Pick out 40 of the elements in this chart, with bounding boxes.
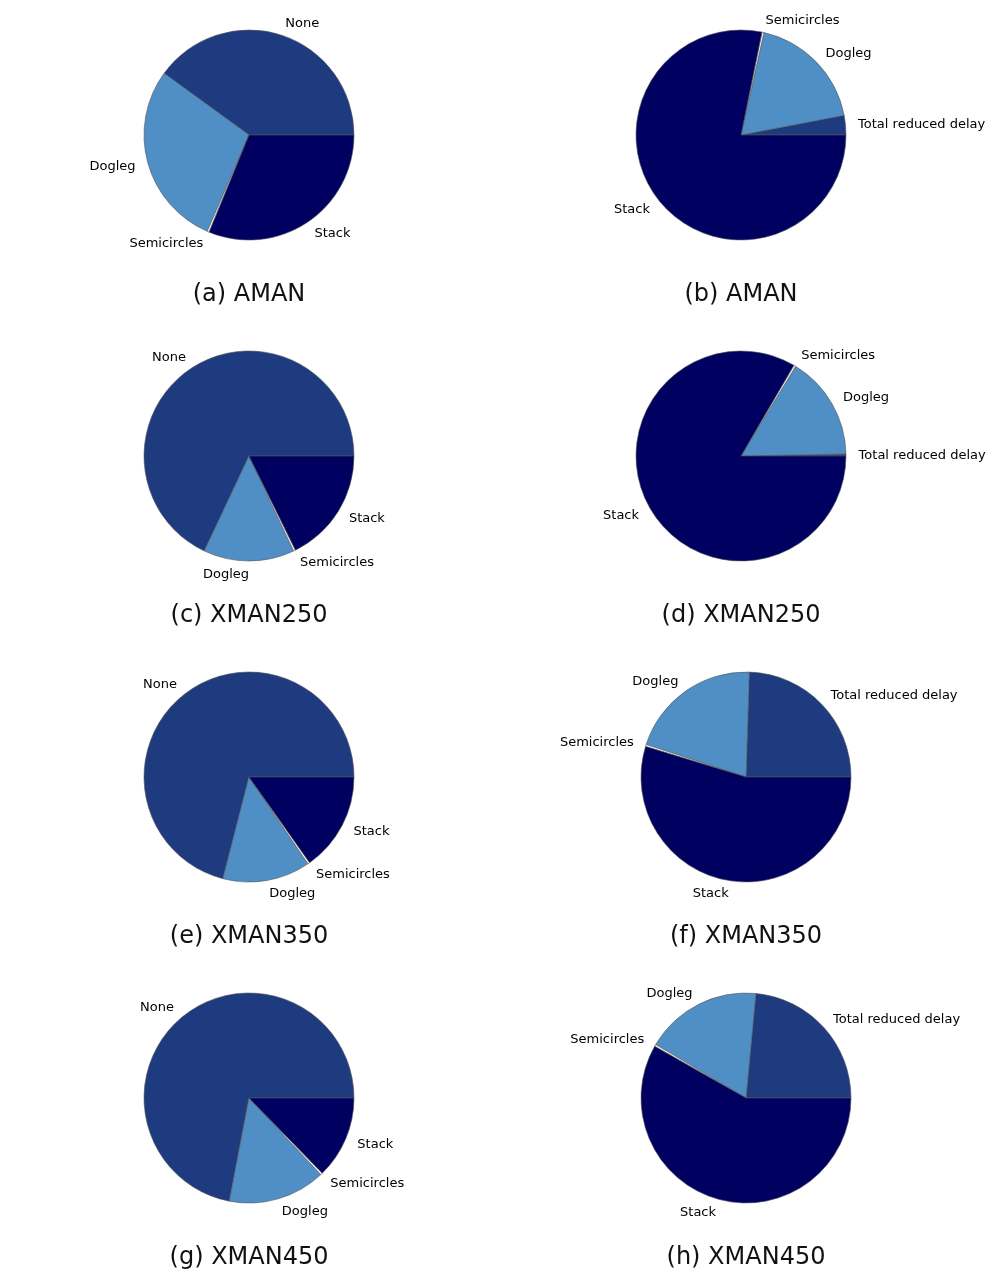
slice-label: Semicircles — [128, 235, 204, 251]
slice-label: Semicircles — [299, 553, 374, 569]
slice-label: None — [284, 15, 319, 31]
slice-label: Total reduced delay — [831, 1010, 960, 1026]
slice-label: Semicircles — [569, 1031, 644, 1047]
text: (d) XMAN250 — [661, 600, 820, 628]
slice-label: Stack — [602, 506, 639, 522]
slice-label: None — [151, 348, 186, 364]
slice-label: Dogleg — [646, 985, 693, 1001]
slice-label: Semicircles — [329, 1174, 404, 1190]
slice-label: Stack — [313, 224, 351, 240]
slice-label: Stack — [348, 510, 385, 526]
slice-label: Stack — [352, 823, 390, 839]
text: (a) AMAN — [192, 279, 305, 307]
slice-label: Total reduced delay — [857, 446, 986, 462]
text: (e) XMAN350 — [169, 921, 328, 949]
slice-label: Dogleg — [824, 45, 872, 61]
text: (f) XMAN350 — [669, 921, 822, 949]
slice-label: Dogleg — [842, 389, 889, 405]
text: (b) AMAN — [683, 279, 798, 307]
slice-label: Dogleg — [88, 158, 136, 174]
slice-label: Dogleg — [202, 565, 249, 581]
slice-label: Stack — [679, 1203, 716, 1219]
slice-label: Stack — [356, 1135, 394, 1151]
text: (c) XMAN250 — [170, 600, 327, 628]
slice-label: Dogleg — [268, 884, 315, 900]
slice-label: Semicircles — [800, 346, 875, 362]
slice-label: None — [139, 999, 174, 1015]
slice-label: Total reduced delay — [828, 687, 958, 703]
slice-label: Semicircles — [559, 733, 634, 749]
slice-label: Semicircles — [765, 12, 840, 27]
slice-label: Total reduced delay — [856, 115, 985, 131]
slice-label: Dogleg — [281, 1202, 328, 1218]
slice-label: Semicircles — [315, 865, 390, 881]
text: (g) XMAN450 — [169, 1242, 328, 1270]
slice-label: Dogleg — [631, 672, 678, 688]
slice-label: None — [142, 676, 177, 692]
text: (h) XMAN450 — [666, 1242, 825, 1270]
slice-label: Stack — [692, 885, 729, 901]
slice-label: Stack — [613, 201, 650, 217]
